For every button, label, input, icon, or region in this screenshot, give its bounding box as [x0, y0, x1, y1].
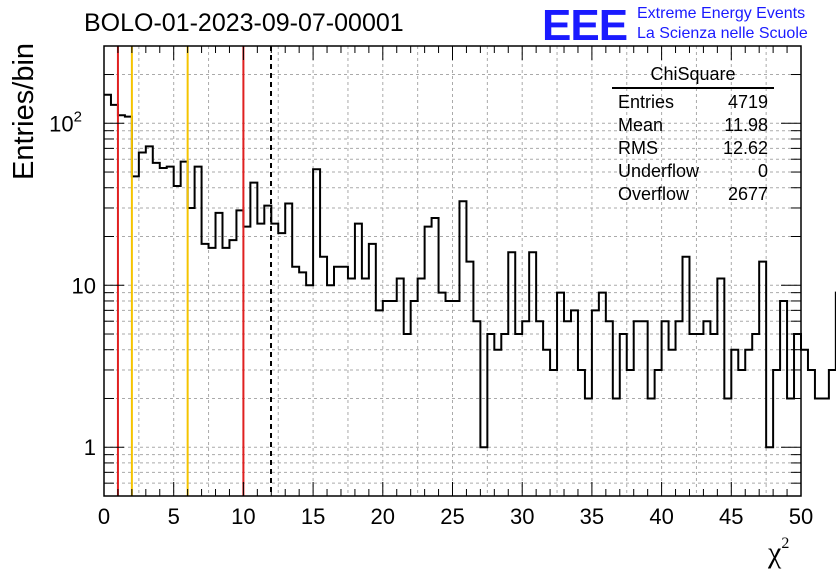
eee-logo: EEE — [542, 1, 628, 50]
stats-label: Entries — [618, 92, 675, 112]
chart-title: BOLO-01-2023-09-07-00001 — [84, 9, 404, 37]
stats-label: Overflow — [618, 184, 690, 204]
stats-value: 2677 — [727, 184, 768, 204]
x-axis-label: χ2 — [768, 535, 790, 569]
stats-value: 12.62 — [722, 138, 768, 158]
y-tick-label: 10 — [72, 273, 96, 298]
stats-value: 0 — [757, 161, 768, 181]
x-tick-label: 50 — [789, 504, 813, 529]
logo-line-2: La Scienza nelle Scuole — [637, 25, 808, 42]
x-tick-label: 45 — [719, 504, 743, 529]
stats-value: 4719 — [727, 92, 768, 112]
x-tick-label: 40 — [649, 504, 673, 529]
histogram-series — [104, 93, 836, 449]
x-tick-label: 15 — [301, 504, 325, 529]
x-tick-label: 10 — [231, 504, 255, 529]
stats-value: 11.98 — [724, 115, 768, 135]
x-tick-label: 25 — [440, 504, 464, 529]
x-tick-label: 20 — [371, 504, 395, 529]
stats-label: RMS — [618, 138, 658, 158]
x-tick-label: 35 — [580, 504, 604, 529]
y-tick-label: 1 — [84, 435, 96, 460]
stats-row-rms: RMS 12.62 — [606, 137, 776, 160]
y-tick-label: 102 — [49, 108, 82, 136]
x-tick-label: 30 — [510, 504, 534, 529]
y-axis-label: Entries/bin — [8, 42, 40, 180]
stats-row-overflow: Overflow 2677 — [606, 183, 776, 206]
stats-title: ChiSquare — [612, 64, 774, 89]
stats-row-underflow: Underflow 0 — [606, 160, 776, 183]
stats-row-mean: Mean 11.98 — [606, 114, 776, 137]
stats-box: ChiSquare Entries 4719 Mean 11.98 RMS 12.62… — [606, 64, 776, 206]
x-tick-label: 5 — [168, 504, 180, 529]
x-tick-label: 0 — [98, 504, 110, 529]
stats-label: Underflow — [618, 161, 700, 181]
stats-row-entries: Entries 4719 — [606, 91, 776, 114]
stats-label: Mean — [618, 115, 664, 135]
logo-line-1: Extreme Energy Events — [637, 5, 806, 22]
